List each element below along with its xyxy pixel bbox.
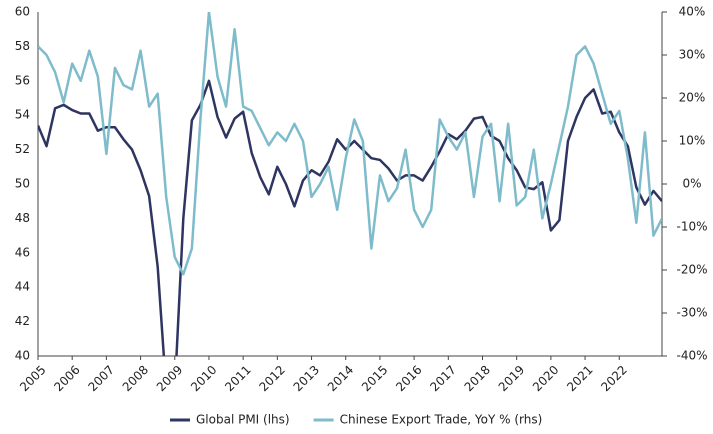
y-tick-label: 42 bbox=[15, 314, 30, 328]
y2-tick-label: -40% bbox=[676, 349, 707, 363]
x-tick-label: 2015 bbox=[359, 363, 390, 394]
y2-tick-label: 10% bbox=[679, 134, 706, 148]
y2-tick-label: 30% bbox=[679, 48, 706, 62]
y-tick-label: 48 bbox=[15, 211, 30, 225]
legend-label: Chinese Export Trade, YoY % (rhs) bbox=[340, 413, 543, 427]
x-tick-label: 2019 bbox=[496, 363, 527, 394]
x-tick-label: 2009 bbox=[154, 363, 185, 394]
y-tick-label: 56 bbox=[15, 73, 30, 87]
y-tick-label: 58 bbox=[15, 39, 30, 53]
y-tick-label: 52 bbox=[15, 142, 30, 156]
y2-tick-label: -30% bbox=[676, 306, 707, 320]
x-tick-label: 2010 bbox=[188, 363, 219, 394]
plot-area bbox=[38, 12, 662, 356]
y2-tick-label: 20% bbox=[679, 91, 706, 105]
x-tick-label: 2022 bbox=[598, 363, 629, 394]
y-tick-label: 50 bbox=[15, 177, 30, 191]
x-tick-label: 2006 bbox=[51, 363, 82, 394]
series-line bbox=[38, 79, 662, 356]
y2-tick-label: -20% bbox=[676, 263, 707, 277]
x-tick-label: 2013 bbox=[291, 363, 322, 394]
x-tick-label: 2011 bbox=[222, 363, 253, 394]
series-line bbox=[38, 12, 662, 276]
x-tick-label: 2012 bbox=[256, 363, 287, 394]
x-tick-label: 2021 bbox=[564, 363, 595, 394]
y-tick-label: 46 bbox=[15, 245, 30, 259]
x-tick-label: 2007 bbox=[85, 363, 116, 394]
x-tick-label: 2020 bbox=[530, 363, 561, 394]
x-tick-label: 2018 bbox=[462, 363, 493, 394]
y2-tick-label: 0% bbox=[682, 177, 701, 191]
x-tick-label: 2005 bbox=[17, 363, 48, 394]
y2-tick-label: 40% bbox=[679, 5, 706, 19]
x-tick-label: 2014 bbox=[325, 363, 356, 394]
y-tick-label: 40 bbox=[15, 349, 30, 363]
y-tick-label: 54 bbox=[15, 108, 30, 122]
legend-label: Global PMI (lhs) bbox=[196, 413, 290, 427]
x-tick-label: 2017 bbox=[427, 363, 458, 394]
y-tick-label: 44 bbox=[15, 280, 30, 294]
x-tick-label: 2008 bbox=[120, 363, 151, 394]
x-tick-label: 2016 bbox=[393, 363, 424, 394]
y2-tick-label: -10% bbox=[676, 220, 707, 234]
y-tick-label: 60 bbox=[15, 5, 30, 19]
